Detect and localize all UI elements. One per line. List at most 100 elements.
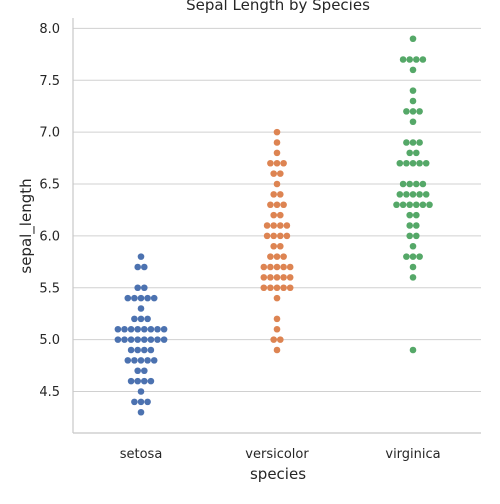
point-setosa [127, 377, 135, 385]
point-virginica [409, 159, 417, 167]
point-versicolor [263, 232, 271, 240]
point-setosa [134, 263, 141, 271]
point-virginica [406, 211, 414, 219]
point-setosa [137, 294, 145, 302]
point-versicolor [277, 211, 284, 219]
point-virginica [409, 66, 417, 74]
point-setosa [127, 325, 135, 333]
point-versicolor [270, 191, 278, 198]
point-setosa [150, 294, 158, 302]
point-setosa [144, 398, 151, 406]
point-virginica [422, 191, 430, 198]
point-virginica [396, 159, 404, 167]
point-setosa [147, 377, 155, 385]
point-virginica [409, 139, 417, 146]
point-setosa [137, 357, 145, 364]
point-setosa [141, 377, 148, 385]
point-setosa [134, 284, 141, 292]
point-setosa [131, 294, 138, 302]
point-setosa [141, 263, 148, 271]
point-virginica [416, 191, 423, 198]
point-virginica [409, 191, 417, 198]
y-tick-label: 4.5 [39, 385, 60, 400]
point-setosa [141, 367, 148, 375]
point-versicolor [267, 284, 274, 292]
point-virginica [413, 232, 420, 240]
point-virginica [406, 56, 414, 63]
axes [72, 18, 481, 434]
point-virginica [406, 149, 414, 157]
point-versicolor [280, 201, 287, 209]
point-versicolor [267, 201, 274, 209]
point-versicolor [273, 149, 281, 157]
point-virginica [406, 232, 414, 240]
point-virginica [419, 201, 427, 209]
point-setosa [141, 325, 148, 333]
point-versicolor [273, 294, 281, 302]
tick-labels: 4.5 5.0 5.5 6.0 6.5 7.0 7.5 8.0 setosa versicolor… [39, 22, 440, 462]
point-versicolor [267, 253, 274, 260]
point-virginica [416, 253, 423, 260]
y-tick-label: 6.5 [39, 178, 60, 193]
point-versicolor [273, 346, 281, 354]
point-versicolor [260, 263, 268, 271]
point-setosa [134, 377, 141, 385]
point-setosa [160, 336, 168, 343]
point-virginica [409, 108, 417, 115]
point-virginica [409, 87, 417, 94]
point-virginica [413, 222, 420, 229]
point-virginica [403, 139, 410, 146]
point-versicolor [277, 232, 284, 240]
point-virginica [413, 56, 420, 63]
y-tick-label: 7.5 [39, 74, 60, 89]
point-virginica [409, 35, 417, 43]
point-setosa [121, 336, 128, 343]
point-setosa [134, 346, 141, 354]
point-virginica [409, 118, 417, 126]
x-axis-label: species [250, 465, 306, 483]
point-versicolor [270, 242, 278, 250]
point-versicolor [270, 170, 278, 177]
point-virginica [409, 274, 417, 281]
point-setosa [137, 253, 145, 260]
point-versicolor [273, 180, 281, 188]
point-setosa [131, 357, 138, 364]
point-virginica [406, 222, 414, 229]
y-axis-label: sepal_length [17, 178, 36, 273]
point-versicolor [270, 232, 278, 240]
point-versicolor [273, 263, 281, 271]
point-virginica [419, 56, 427, 63]
point-versicolor [280, 284, 287, 292]
point-setosa [144, 315, 151, 323]
point-virginica [393, 201, 400, 209]
point-virginica [413, 180, 420, 188]
data-points [114, 35, 433, 416]
point-virginica [413, 211, 420, 219]
x-tick-label-virginica: virginica [385, 447, 440, 462]
point-versicolor [283, 232, 291, 240]
point-versicolor [273, 284, 281, 292]
y-tick-label: 5.5 [39, 281, 60, 296]
point-versicolor [273, 315, 281, 323]
point-virginica [399, 201, 407, 209]
point-versicolor [267, 274, 274, 281]
point-setosa [114, 336, 122, 343]
grid-lines [73, 27, 481, 392]
point-setosa [147, 346, 155, 354]
point-virginica [409, 242, 417, 250]
point-virginica [403, 253, 410, 260]
point-setosa [154, 325, 161, 333]
point-virginica [413, 201, 420, 209]
point-versicolor [280, 159, 287, 167]
point-virginica [403, 108, 410, 115]
point-versicolor [267, 159, 274, 167]
point-setosa [141, 284, 148, 292]
point-versicolor [283, 222, 291, 229]
point-versicolor [286, 284, 294, 292]
point-setosa [137, 315, 145, 323]
point-versicolor [260, 274, 268, 281]
point-virginica [422, 159, 430, 167]
point-versicolor [280, 274, 287, 281]
point-virginica [406, 180, 414, 188]
